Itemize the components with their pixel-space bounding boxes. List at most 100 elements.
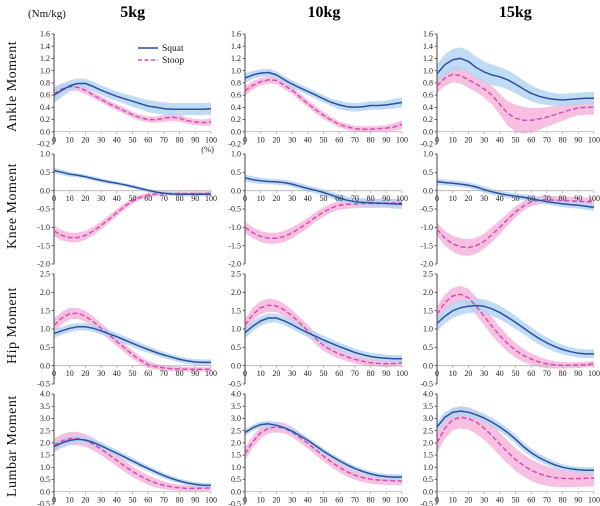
stoop-line bbox=[53, 85, 212, 124]
y-tick-label: -1.0 bbox=[37, 223, 50, 232]
y-tick-label: -1.5 bbox=[37, 241, 50, 250]
stoop-line bbox=[244, 426, 403, 482]
chart-canvas-knee-5kg: 01020304050607080901001.00.50.0-0.5-1.0-… bbox=[37, 150, 217, 269]
x-tick-label: 20 bbox=[81, 495, 89, 504]
chart-canvas-hip-5kg: 01020304050607080901002.52.01.51.00.50.0… bbox=[37, 270, 217, 389]
x-tick-label: 100 bbox=[588, 135, 600, 144]
y-tick-label: -2.0 bbox=[420, 260, 433, 269]
y-axis: 4.0 3.5 3.0 2.5 2.0 1.5 1.0 0.5 0.0 -0.5 bbox=[37, 390, 55, 506]
y-tick-label: 1.5 bbox=[40, 451, 50, 460]
y-tick-label: -2.0 bbox=[229, 260, 242, 269]
x-tick-label: 70 bbox=[351, 135, 359, 144]
y-tick-label: -1.5 bbox=[420, 241, 433, 250]
x-tick-label: 70 bbox=[543, 369, 551, 378]
x-tick-label: 80 bbox=[176, 194, 184, 203]
x-tick-label: 40 bbox=[113, 495, 121, 504]
chart-knee-moment-15kg: 01020304050607080901001.00.50.0-0.5-1.0-… bbox=[409, 146, 600, 269]
x-tick-label: 50 bbox=[511, 369, 519, 378]
x-tick-label: 30 bbox=[480, 495, 488, 504]
x-tick-label: 50 bbox=[511, 495, 519, 504]
chart-hip-moment-5kg: 01020304050607080901002.52.01.51.00.50.0… bbox=[26, 266, 217, 389]
y-tick-label: 3.5 bbox=[40, 402, 50, 411]
chart-canvas-hip-10kg: 01020304050607080901002.52.01.51.00.50.0… bbox=[229, 270, 409, 389]
x-tick-label: 90 bbox=[191, 369, 199, 378]
x-tick-label: 50 bbox=[511, 135, 519, 144]
y-tick-label: 1.2 bbox=[231, 54, 241, 63]
y-tick-label: -1.5 bbox=[229, 241, 242, 250]
x-tick-label: 100 bbox=[396, 135, 408, 144]
y-tick-label: 0.5 bbox=[231, 168, 241, 177]
chart-ankle-moment-15kg: 01020304050607080901001.61.41.21.00.80.6… bbox=[409, 26, 600, 149]
stoop-line bbox=[244, 304, 403, 365]
y-tick-label: 0.0 bbox=[423, 186, 433, 195]
y-tick-label: -0.5 bbox=[420, 500, 433, 506]
y-tick-label: -0.5 bbox=[420, 380, 433, 389]
chart-canvas-ankle-15kg: 01020304050607080901001.61.41.21.00.80.6… bbox=[420, 30, 600, 149]
y-tick-label: 1.0 bbox=[40, 66, 50, 75]
squat-line bbox=[53, 82, 212, 110]
squat-confidence-band bbox=[436, 47, 594, 107]
stoop-line bbox=[436, 293, 594, 367]
y-tick-label: 1.0 bbox=[231, 463, 241, 472]
y-tick-label: 0.5 bbox=[40, 168, 50, 177]
chart-canvas-lumbar-10kg: 01020304050607080901004.03.53.02.52.01.5… bbox=[229, 390, 409, 506]
x-tick-label: 80 bbox=[176, 495, 184, 504]
x-tick-label: 90 bbox=[574, 495, 582, 504]
chart-canvas-knee-15kg: 01020304050607080901001.00.50.0-0.5-1.0-… bbox=[420, 150, 600, 269]
x-tick-label: 30 bbox=[288, 135, 296, 144]
y-tick-label: 0.5 bbox=[231, 343, 241, 352]
x-tick-label: 90 bbox=[383, 135, 391, 144]
row-label-knee-moment: Knee Moment bbox=[5, 163, 20, 249]
y-axis: 1.0 0.5 0.0 -0.5 -1.0 -1.5 -2.0 bbox=[229, 150, 246, 269]
y-tick-label: 1.0 bbox=[231, 150, 241, 159]
chart-ankle-moment-5kg: 0102030405060708090100(%)1.61.41.21.00.8… bbox=[26, 26, 217, 154]
x-tick-label: 100 bbox=[396, 369, 408, 378]
x-tick-label: 30 bbox=[480, 135, 488, 144]
x-tick-label: 10 bbox=[257, 495, 265, 504]
y-tick-label: 0.4 bbox=[40, 103, 50, 112]
y-tick-label: 4.0 bbox=[423, 390, 433, 399]
x-tick-label: 70 bbox=[160, 135, 168, 144]
y-tick-label: 1.0 bbox=[231, 325, 241, 334]
chart-canvas-hip-15kg: 01020304050607080901002.52.01.51.00.50.0… bbox=[420, 270, 600, 389]
squat-line bbox=[244, 317, 403, 360]
x-tick-label: 90 bbox=[574, 194, 582, 203]
x-tick-label: 70 bbox=[160, 369, 168, 378]
y-tick-label: 0.0 bbox=[40, 186, 50, 195]
x-tick-label: 90 bbox=[191, 135, 199, 144]
y-tick-label: 1.0 bbox=[231, 66, 241, 75]
x-tick-label: 100 bbox=[205, 495, 217, 504]
x-tick-label: 80 bbox=[558, 135, 566, 144]
y-tick-label: 0.0 bbox=[40, 361, 50, 370]
y-tick-label: -0.5 bbox=[229, 205, 242, 214]
x-tick-label: 30 bbox=[288, 495, 296, 504]
chart-canvas-knee-10kg: 01020304050607080901001.00.50.0-0.5-1.0-… bbox=[229, 150, 409, 269]
stoop-confidence-band bbox=[245, 298, 403, 368]
x-tick-label: 70 bbox=[351, 495, 359, 504]
x-tick-label: 100 bbox=[396, 194, 408, 203]
x-tick-label: 70 bbox=[160, 495, 168, 504]
x-tick-label: 40 bbox=[495, 495, 503, 504]
x-tick-label: 90 bbox=[191, 194, 199, 203]
x-tick-label: 60 bbox=[144, 194, 152, 203]
y-tick-label: 1.0 bbox=[423, 66, 433, 75]
x-tick-label: 80 bbox=[558, 369, 566, 378]
chart-canvas-lumbar-15kg: 01020304050607080901004.03.53.02.52.01.5… bbox=[420, 390, 600, 506]
x-tick-label: 30 bbox=[97, 194, 105, 203]
x-tick-label: 50 bbox=[320, 135, 328, 144]
stoop-line bbox=[436, 199, 594, 249]
y-tick-label: 0.0 bbox=[231, 186, 241, 195]
x-tick-label: 10 bbox=[66, 135, 74, 144]
chart-hip-moment-10kg: 01020304050607080901002.52.01.51.00.50.0… bbox=[217, 266, 409, 389]
row-label-ankle-moment: Ankle Moment bbox=[5, 40, 20, 132]
y-tick-label: 0.5 bbox=[231, 475, 241, 484]
x-tick-label: 60 bbox=[144, 495, 152, 504]
x-tick-label: 40 bbox=[304, 194, 312, 203]
x-tick-label: 30 bbox=[288, 369, 296, 378]
x-tick-label: 10 bbox=[257, 369, 265, 378]
x-tick-label: 50 bbox=[129, 369, 137, 378]
x-tick-label: 60 bbox=[336, 495, 344, 504]
